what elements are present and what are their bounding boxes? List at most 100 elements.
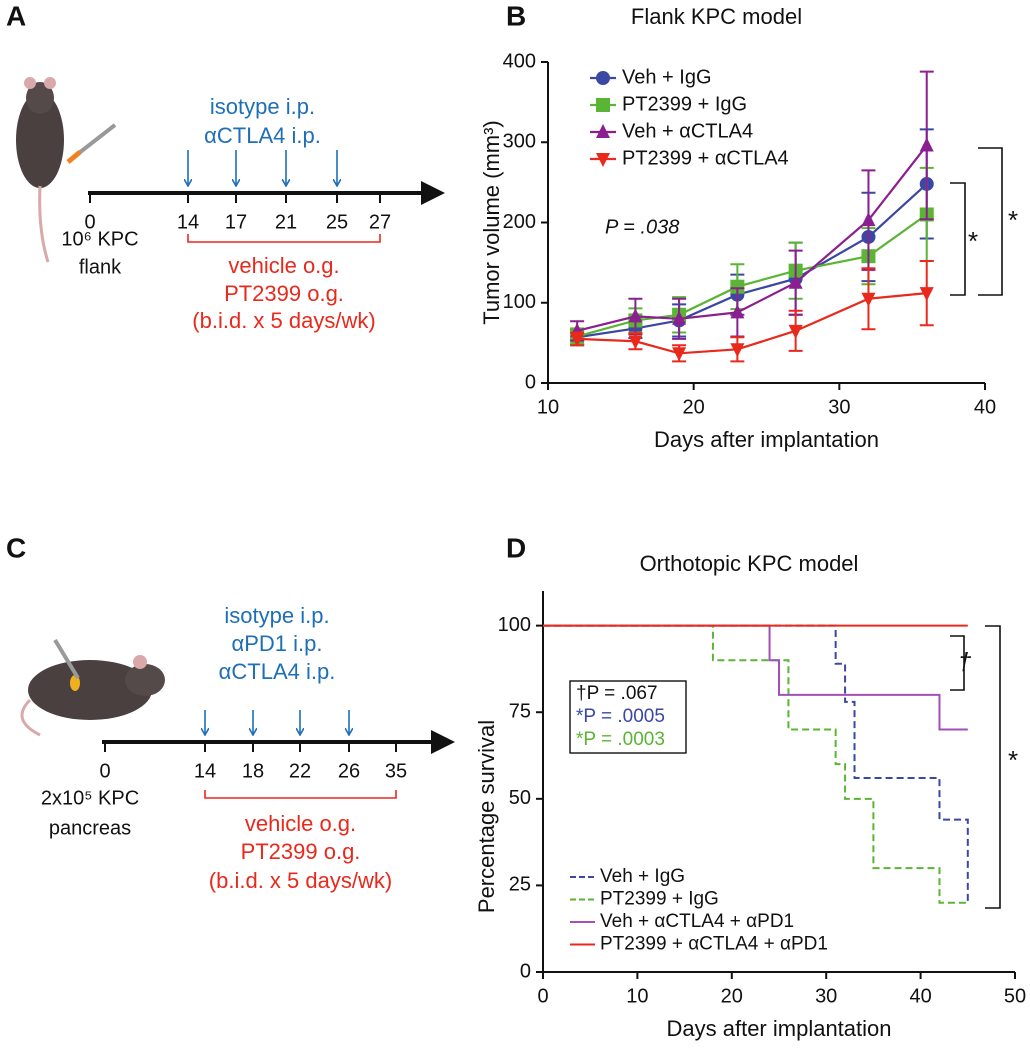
injection-label: αCTLA4 i.p. [204, 123, 321, 148]
point [628, 335, 643, 350]
chart-title: Flank KPC model [631, 4, 802, 29]
y-tick-label: 400 [503, 50, 536, 72]
legend-label: Veh + αCTLA4 + αPD1 [600, 911, 794, 932]
legend-marker [596, 71, 610, 85]
y-tick-label: 75 [509, 701, 531, 723]
y-tick-label: 25 [509, 874, 531, 896]
legend-marker [596, 153, 610, 167]
point [730, 304, 745, 319]
significance-mark: * [968, 226, 978, 256]
p-value: *P = .0003 [576, 729, 665, 750]
x-tick-label: 0 [537, 985, 548, 1007]
treatment-label: vehicle o.g. [228, 253, 339, 278]
implant-label: 2x10⁵ KPC [41, 787, 139, 809]
implant-label: pancreas [49, 817, 131, 839]
y-axis-label: Percentage survival [474, 720, 499, 913]
p-value: *P = .0005 [576, 706, 665, 727]
x-tick-label: 20 [683, 396, 705, 418]
significance-mark: * [1008, 745, 1018, 775]
treatment-label: PT2399 o.g. [224, 281, 344, 306]
x-tick-label: 40 [909, 985, 931, 1007]
day-label: 0 [99, 760, 110, 782]
y-tick-label: 0 [525, 371, 536, 393]
mouse-illustration [20, 638, 165, 737]
point [672, 310, 687, 325]
x-tick-label: 10 [626, 985, 648, 1007]
point [919, 287, 934, 302]
day-label: 18 [242, 760, 264, 782]
significance-bracket [978, 147, 1003, 296]
x-tick-label: 50 [1004, 985, 1026, 1007]
treatment-label: PT2399 o.g. [241, 839, 361, 864]
injection-label: αCTLA4 i.p. [219, 659, 336, 684]
legend-label: Veh + αCTLA4 [622, 120, 753, 142]
implant-label: 10⁶ KPC [61, 228, 138, 250]
mouse-illustration [16, 77, 117, 263]
point [788, 324, 803, 339]
day-label: 14 [194, 760, 216, 782]
significance-mark: † [958, 648, 972, 675]
x-tick-label: 30 [815, 985, 837, 1007]
y-tick-label: 0 [520, 960, 531, 982]
significance-mark: * [1008, 205, 1018, 235]
panel-label: B [506, 0, 526, 31]
panel-label: D [506, 532, 526, 563]
significance-bracket [985, 625, 1001, 909]
point [788, 274, 803, 289]
y-tick-label: 100 [503, 291, 536, 313]
implant-label: flank [79, 256, 122, 278]
point [628, 308, 643, 323]
point [570, 332, 585, 347]
injection-label: isotype i.p. [224, 603, 329, 628]
treatment-label: (b.i.d. x 5 days/wk) [209, 868, 392, 893]
legend-label: PT2399 + αCTLA4 [622, 147, 789, 169]
treatment-bracket [204, 790, 397, 799]
day-label: 22 [289, 760, 311, 782]
legend-label: PT2399 + IgG [622, 93, 747, 115]
p-value: †P = .067 [576, 683, 658, 704]
y-tick-label: 200 [503, 211, 536, 233]
x-tick-label: 30 [828, 396, 850, 418]
x-tick-label: 20 [721, 985, 743, 1007]
day-label: 21 [275, 211, 297, 233]
point [861, 292, 876, 307]
annotation: P = .038 [605, 216, 679, 238]
legend-label: PT2399 + αCTLA4 + αPD1 [600, 934, 828, 955]
survival-curve [543, 624, 968, 731]
treatment-label: vehicle o.g. [245, 811, 356, 836]
day-label: 35 [385, 760, 407, 782]
x-tick-label: 10 [537, 396, 559, 418]
x-tick-label: 40 [974, 396, 996, 418]
day-label: 27 [369, 211, 391, 233]
point [730, 279, 745, 294]
legend-marker [596, 98, 610, 112]
panel-label: A [6, 0, 26, 31]
panel-label: C [6, 532, 26, 563]
survival-curve [543, 624, 968, 904]
y-axis-label: Tumor volume (mm³) [479, 120, 504, 325]
treatment-label: (b.i.d. x 5 days/wk) [192, 308, 375, 333]
legend-marker [596, 124, 610, 138]
injection-label: isotype i.p. [210, 94, 315, 119]
injection-label: αPD1 i.p. [232, 631, 323, 656]
survival-curve [543, 624, 969, 903]
day-label: 26 [338, 760, 360, 782]
point [730, 343, 745, 358]
x-axis-label: Days after implantation [667, 1016, 892, 1041]
legend-label: PT2399 + IgG [600, 889, 719, 910]
day-label: 0 [84, 211, 95, 233]
treatment-bracket [187, 234, 381, 243]
p-value-box [569, 680, 687, 754]
legend-label: Veh + IgG [600, 866, 685, 887]
point [919, 137, 934, 152]
y-tick-label: 300 [503, 131, 536, 153]
y-tick-label: 50 [509, 787, 531, 809]
y-tick-label: 100 [498, 614, 531, 636]
day-label: 17 [225, 211, 247, 233]
significance-bracket [950, 635, 965, 691]
legend-label: Veh + IgG [622, 66, 712, 88]
point [861, 212, 876, 227]
day-label: 25 [326, 211, 348, 233]
day-label: 14 [177, 211, 199, 233]
